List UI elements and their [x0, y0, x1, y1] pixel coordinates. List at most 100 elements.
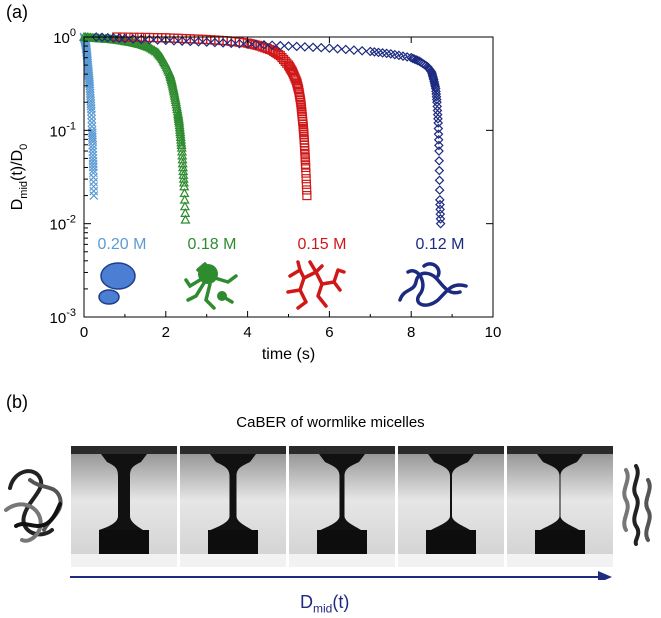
data-point — [428, 74, 439, 85]
data-point — [87, 118, 97, 128]
x-tick-label: 8 — [407, 324, 415, 341]
data-point — [302, 185, 312, 195]
data-point — [430, 83, 441, 94]
x-tick-label: 2 — [162, 324, 170, 341]
panel-b-decor — [4, 464, 652, 580]
data-point — [283, 41, 294, 51]
concentration-labels: 0.20 M 0.18 M 0.15 M 0.12 M — [98, 236, 465, 253]
concentration-label: 0.15 M — [298, 236, 347, 253]
data-point — [316, 42, 327, 53]
data-point — [178, 173, 189, 183]
x-axis-label: time (s) — [262, 346, 315, 363]
data-point — [332, 43, 343, 54]
data-point — [291, 41, 302, 52]
caber-frame — [71, 446, 177, 567]
x-tick-label: 6 — [325, 324, 333, 341]
x-tick-label: 10 — [485, 324, 502, 341]
data-point — [340, 44, 351, 55]
caber-frame — [507, 446, 613, 567]
x-tick-label: 0 — [80, 324, 88, 341]
data-point — [287, 66, 297, 76]
data-point — [185, 36, 196, 47]
data-point — [193, 36, 204, 47]
data-point — [168, 86, 179, 96]
data-point — [169, 35, 179, 46]
y-tick-label: 100 — [53, 27, 76, 47]
data-point — [434, 194, 445, 205]
data-point — [175, 124, 186, 134]
data-point — [357, 45, 367, 56]
x-tick-label: 4 — [243, 324, 251, 341]
time-arrow-head — [598, 571, 612, 580]
data-point — [434, 146, 444, 156]
data-point — [299, 137, 309, 148]
y-tick-label: 10-2 — [50, 214, 76, 234]
concentration-label: 0.20 M — [98, 236, 147, 253]
data-point — [89, 172, 98, 182]
data-point — [169, 88, 180, 98]
data-point — [136, 34, 147, 45]
data-point — [324, 43, 335, 53]
data-point — [270, 47, 281, 58]
aligned-chains-icon — [622, 464, 652, 546]
data-point — [259, 40, 269, 50]
spherical-micelles-icon — [98, 262, 136, 305]
data-point — [176, 146, 188, 156]
data-point — [144, 34, 155, 45]
data-point — [87, 114, 97, 124]
data-point — [177, 162, 188, 172]
caber-frame — [289, 446, 395, 567]
data-point — [435, 199, 445, 210]
data-point — [431, 86, 441, 97]
y-tick-label: 10-1 — [50, 120, 76, 140]
panel-b-label: (b) — [6, 392, 28, 412]
data-point — [435, 204, 446, 215]
data-point — [433, 140, 444, 151]
data-point — [301, 162, 311, 173]
data-point — [89, 191, 99, 200]
data-point — [434, 175, 445, 186]
data-point — [275, 40, 286, 51]
data-point — [178, 177, 189, 187]
data-point — [88, 147, 98, 157]
micelle-icons — [98, 260, 468, 310]
data-point — [431, 91, 442, 102]
data-point — [431, 89, 442, 99]
data-point — [88, 137, 98, 147]
entangled-chains-icon — [4, 469, 63, 543]
data-point — [170, 94, 181, 104]
data-point — [434, 165, 445, 176]
series-cross — [79, 32, 99, 200]
data-point — [177, 150, 188, 160]
series-square — [112, 32, 312, 201]
data-point — [429, 76, 439, 87]
data-point — [260, 43, 270, 53]
data-point — [152, 35, 163, 45]
axis-ticks: 0 2 4 6 8 10 100 10-1 10-2 10-3 — [50, 27, 502, 341]
data-point — [170, 92, 181, 102]
data-point — [177, 154, 188, 164]
data-point — [433, 123, 444, 134]
caber-caption: CaBER of wormlike micelles — [236, 414, 425, 431]
data-point — [218, 38, 228, 48]
y-tick-label: 10-3 — [50, 307, 76, 327]
data-point — [301, 168, 311, 178]
data-point — [250, 39, 261, 50]
data-point — [301, 179, 312, 189]
data-point — [433, 129, 444, 140]
series-diamond — [91, 32, 446, 229]
data-point — [435, 214, 446, 224]
data-point — [274, 50, 284, 60]
data-point — [177, 158, 188, 168]
data-point — [87, 110, 96, 120]
data-point — [201, 37, 212, 48]
data-point — [429, 78, 440, 89]
data-point — [88, 165, 98, 175]
wormlike-network-icon — [286, 260, 346, 310]
data-point — [88, 140, 98, 150]
data-point — [434, 185, 445, 195]
data-point — [160, 35, 171, 46]
data-point — [434, 155, 445, 166]
data-point — [301, 174, 311, 184]
data-point — [177, 36, 188, 46]
